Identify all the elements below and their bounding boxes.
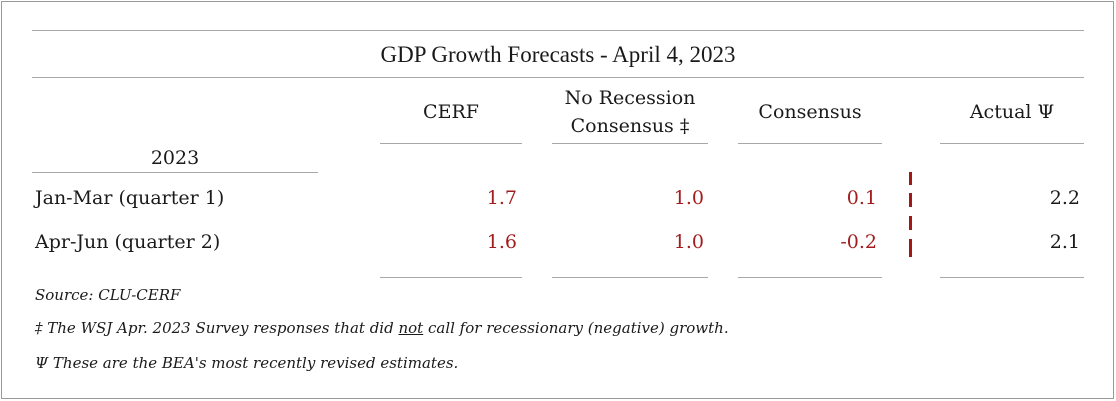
column-header-actual: Actual Ψ xyxy=(969,101,1055,123)
cerf-header-rule xyxy=(380,143,522,144)
no-recession-bottom-rule xyxy=(552,277,708,278)
consensus-header-rule xyxy=(738,143,882,144)
cell-q2-consensus: -0.2 xyxy=(840,231,877,253)
forecast-actual-divider-segment xyxy=(909,239,912,257)
forecast-actual-divider-segment xyxy=(909,193,912,207)
cell-q1-cerf: 1.7 xyxy=(486,187,517,209)
dagger-note-prefix: ‡ The WSJ Apr. 2023 Survey responses tha… xyxy=(35,319,399,337)
psi-note: Ψ These are the BEA's most recently revi… xyxy=(35,354,459,372)
cell-q2-no-recession: 1.0 xyxy=(673,231,704,253)
column-header-no-recession-line1: No Recession xyxy=(564,87,696,109)
consensus-bottom-rule xyxy=(738,277,882,278)
top-rule xyxy=(32,30,1084,31)
actual-bottom-rule xyxy=(940,277,1084,278)
cerf-bottom-rule xyxy=(380,277,522,278)
dagger-note: ‡ The WSJ Apr. 2023 Survey responses tha… xyxy=(35,321,729,336)
cell-q1-no-recession: 1.0 xyxy=(673,187,704,209)
forecast-actual-divider-segment xyxy=(909,172,912,185)
source-note: Source: CLU-CERF xyxy=(35,286,181,304)
column-header-consensus: Consensus xyxy=(758,101,862,123)
cell-q2-cerf: 1.6 xyxy=(486,231,517,253)
forecast-actual-divider-segment xyxy=(909,216,912,230)
column-header-cerf: CERF xyxy=(423,101,479,123)
cell-q1-consensus: 0.1 xyxy=(846,187,877,209)
row-label-q1: Jan-Mar (quarter 1) xyxy=(35,187,225,209)
year-rule xyxy=(32,172,318,173)
no-recession-header-rule xyxy=(552,143,708,144)
year-label: 2023 xyxy=(150,147,200,169)
cell-q1-actual: 2.2 xyxy=(1049,187,1080,209)
table-title: GDP Growth Forecasts - April 4, 2023 xyxy=(380,42,736,67)
column-header-no-recession-line2: Consensus ‡ xyxy=(570,115,690,137)
cell-q2-actual: 2.1 xyxy=(1049,231,1080,253)
title-rule xyxy=(32,77,1084,78)
row-label-q2: Apr-Jun (quarter 2) xyxy=(35,231,221,253)
dagger-note-suffix: call for recessionary (negative) growth. xyxy=(423,319,729,337)
actual-header-rule xyxy=(940,143,1084,144)
dagger-note-emphasis: not xyxy=(398,319,424,337)
